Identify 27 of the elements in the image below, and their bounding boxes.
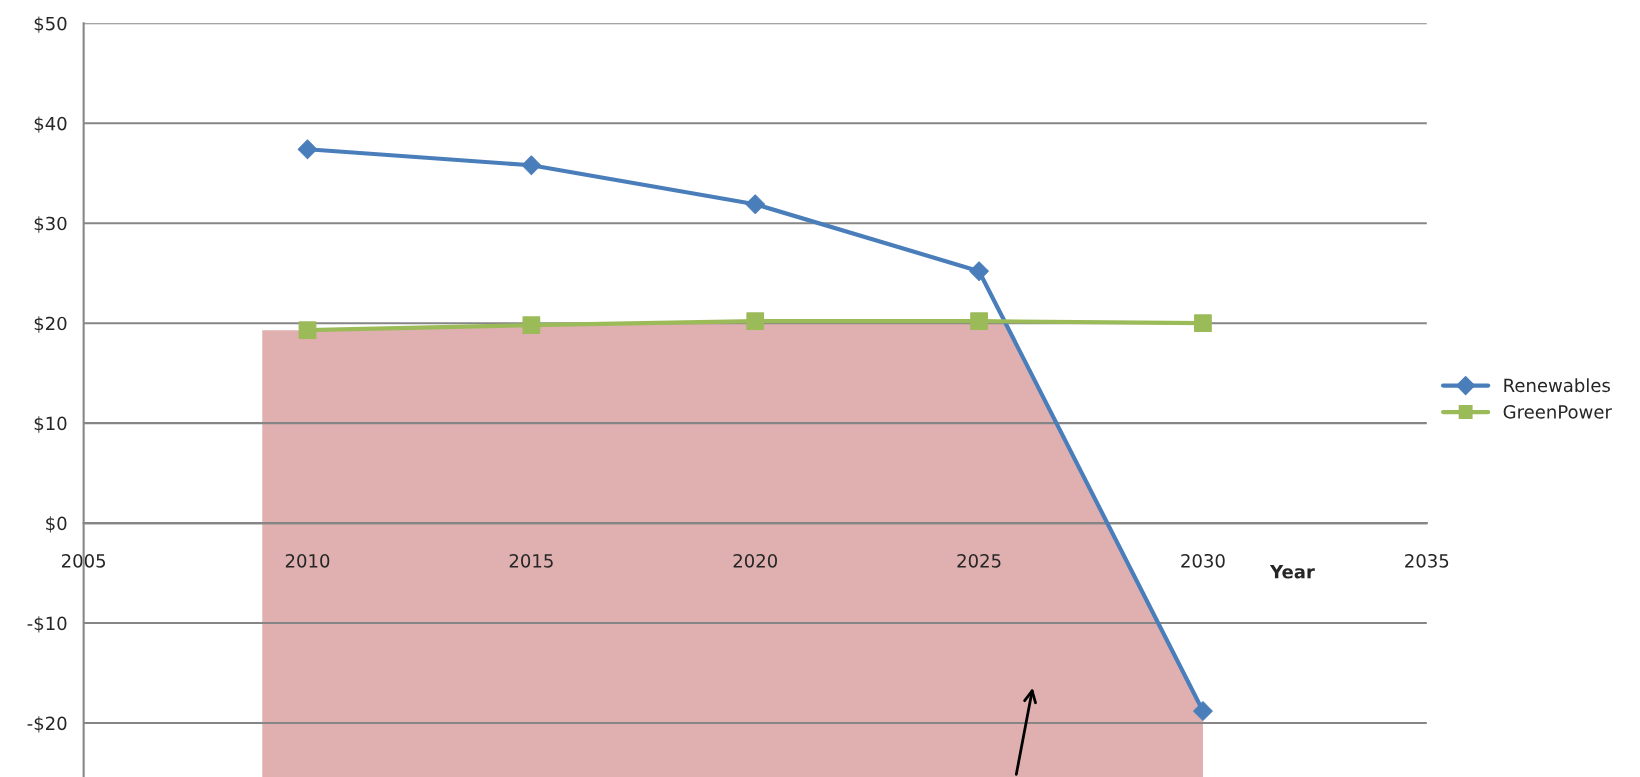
- x-axis-title: Year: [1269, 565, 1315, 579]
- x-tick-label: 2015: [509, 553, 553, 568]
- point: [745, 194, 766, 215]
- y-tick-label: $20: [34, 316, 67, 333]
- x-tick-label: 2010: [285, 553, 330, 568]
- legend-label: GreenPower: [1503, 404, 1612, 419]
- point: [969, 261, 989, 282]
- point: [297, 139, 318, 160]
- legend-label: Renewables: [1504, 378, 1610, 393]
- point: [298, 321, 317, 340]
- y-tick-label: $10: [34, 416, 67, 433]
- x-tick-label: 2020: [733, 553, 777, 568]
- y-tick-label: $0: [46, 516, 67, 533]
- x-tick-label: 2025: [957, 553, 1001, 568]
- point: [746, 312, 765, 331]
- point: [970, 312, 988, 331]
- y-tick-label: $40: [34, 116, 67, 133]
- y-tick-label: -$20: [27, 716, 67, 733]
- y-tick-label: $30: [34, 216, 67, 233]
- y-tick-label: -$10: [27, 616, 67, 633]
- point: [1193, 701, 1213, 721]
- point: [1194, 314, 1212, 333]
- y-tick-label: $50: [34, 16, 67, 33]
- point: [522, 316, 541, 335]
- x-tick-label: 2035: [1405, 553, 1449, 568]
- x-tick-label: 2030: [1181, 553, 1225, 568]
- point: [521, 155, 542, 176]
